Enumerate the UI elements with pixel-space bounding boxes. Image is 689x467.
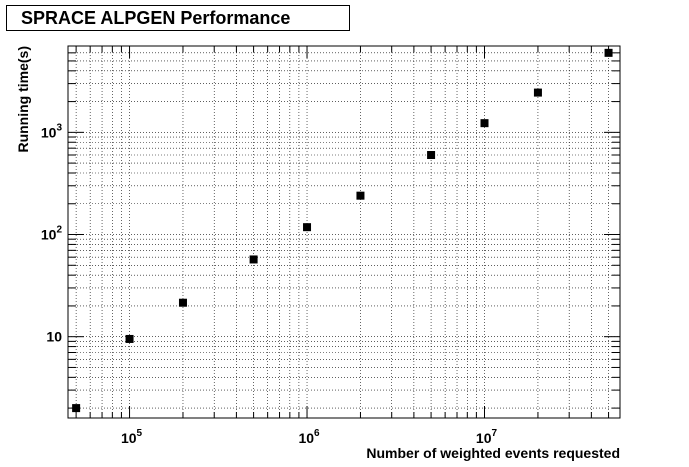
data-points <box>72 48 613 413</box>
data-point <box>249 255 258 264</box>
tick-labels: 105 106 107 10 102 103 <box>41 122 498 446</box>
plot-frame <box>67 45 621 419</box>
data-point <box>356 191 365 200</box>
data-point <box>480 119 489 128</box>
y-tick-label: 103 <box>41 122 63 140</box>
grid <box>68 45 620 418</box>
x-axis-label: Number of weighted events requested <box>366 445 620 461</box>
data-point <box>427 151 436 160</box>
data-point <box>303 223 312 232</box>
data-point <box>125 334 134 343</box>
y-axis-label: Running time(s) <box>15 46 31 153</box>
x-tick-label: 105 <box>121 428 143 446</box>
data-point <box>533 88 542 97</box>
data-point <box>178 298 187 307</box>
y-tick-label: 10 <box>46 329 62 345</box>
axis-ticks <box>68 45 620 418</box>
y-tick-label: 102 <box>41 225 63 243</box>
x-tick-label: 106 <box>298 428 320 446</box>
chart-title: SPRACE ALPGEN Performance <box>21 8 291 28</box>
x-tick-label: 107 <box>476 428 498 446</box>
data-point <box>72 404 81 413</box>
chart-title-box: SPRACE ALPGEN Performance <box>6 5 350 31</box>
data-point <box>604 48 613 57</box>
